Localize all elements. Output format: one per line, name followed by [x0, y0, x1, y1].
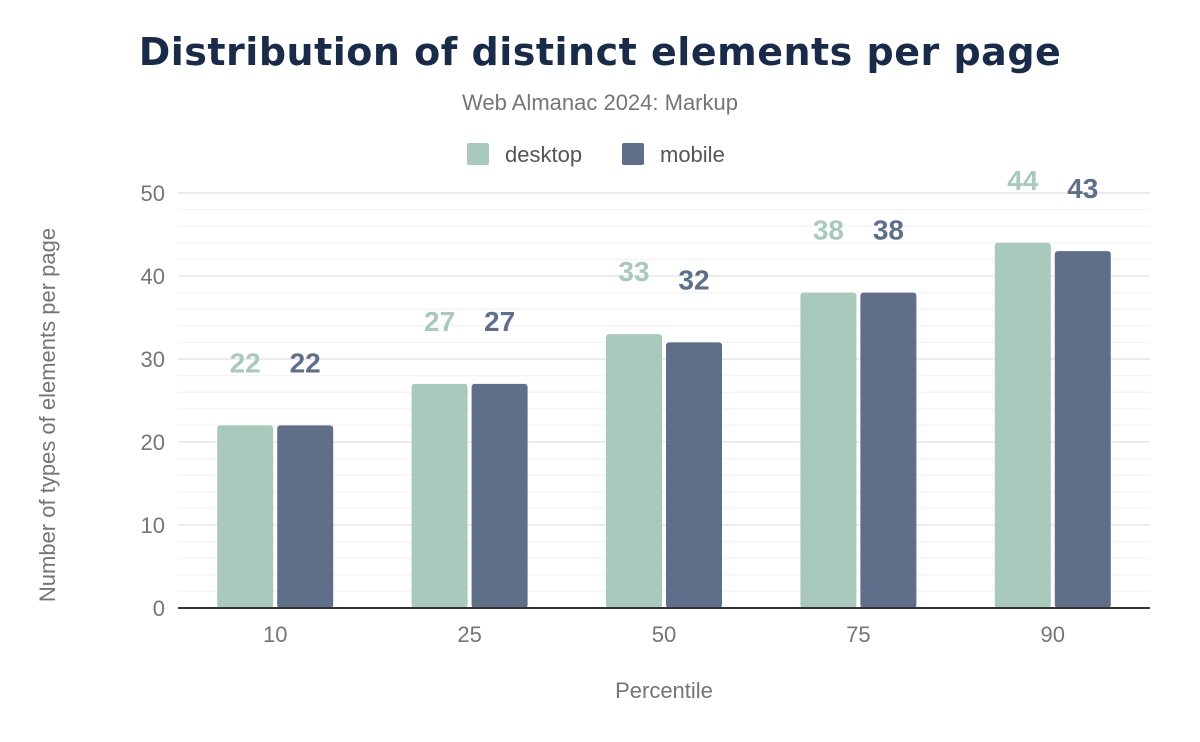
data-label-desktop-10: 22	[230, 347, 261, 378]
chart-subtitle: Web Almanac 2024: Markup	[462, 90, 738, 115]
bar-desktop-75	[800, 292, 857, 608]
data-label-desktop-75: 38	[813, 215, 844, 246]
y-tick-label: 0	[153, 596, 165, 621]
legend-label-desktop: desktop	[505, 142, 582, 167]
bar-mobile-90	[1054, 251, 1111, 608]
x-tick-label: 50	[652, 622, 676, 647]
x-tick-label: 90	[1041, 622, 1065, 647]
x-axis-title: Percentile	[615, 678, 713, 703]
data-label-mobile-90: 43	[1067, 173, 1098, 204]
bar-mobile-25	[471, 383, 528, 608]
data-label-mobile-10: 22	[290, 347, 321, 378]
y-tick-label: 50	[141, 181, 165, 206]
bar-mobile-50	[666, 342, 722, 608]
bar-desktop-10	[217, 425, 274, 608]
y-axis-title: Number of types of elements per page	[35, 228, 60, 602]
data-label-desktop-50: 33	[618, 256, 649, 287]
x-tick-label: 25	[457, 622, 481, 647]
bar-mobile-75	[860, 292, 917, 608]
legend-label-mobile: mobile	[660, 142, 725, 167]
data-label-mobile-50: 32	[678, 264, 709, 295]
data-label-desktop-90: 44	[1007, 165, 1039, 196]
data-label-desktop-25: 27	[424, 306, 455, 337]
legend-swatch-desktop	[467, 143, 489, 165]
x-tick-label: 75	[846, 622, 870, 647]
chart-title: Distribution of distinct elements per pa…	[138, 30, 1062, 74]
y-tick-label: 30	[141, 347, 165, 372]
y-tick-label: 10	[141, 513, 165, 538]
bar-desktop-50	[606, 334, 662, 608]
data-label-mobile-25: 27	[484, 306, 515, 337]
bar-mobile-10	[277, 425, 334, 608]
bar-desktop-25	[411, 383, 468, 608]
bar-desktop-90	[994, 242, 1051, 609]
y-tick-label: 40	[141, 264, 165, 289]
x-tick-label: 10	[263, 622, 287, 647]
y-tick-label: 20	[141, 430, 165, 455]
legend-swatch-mobile	[622, 143, 644, 165]
data-label-mobile-75: 38	[873, 215, 904, 246]
